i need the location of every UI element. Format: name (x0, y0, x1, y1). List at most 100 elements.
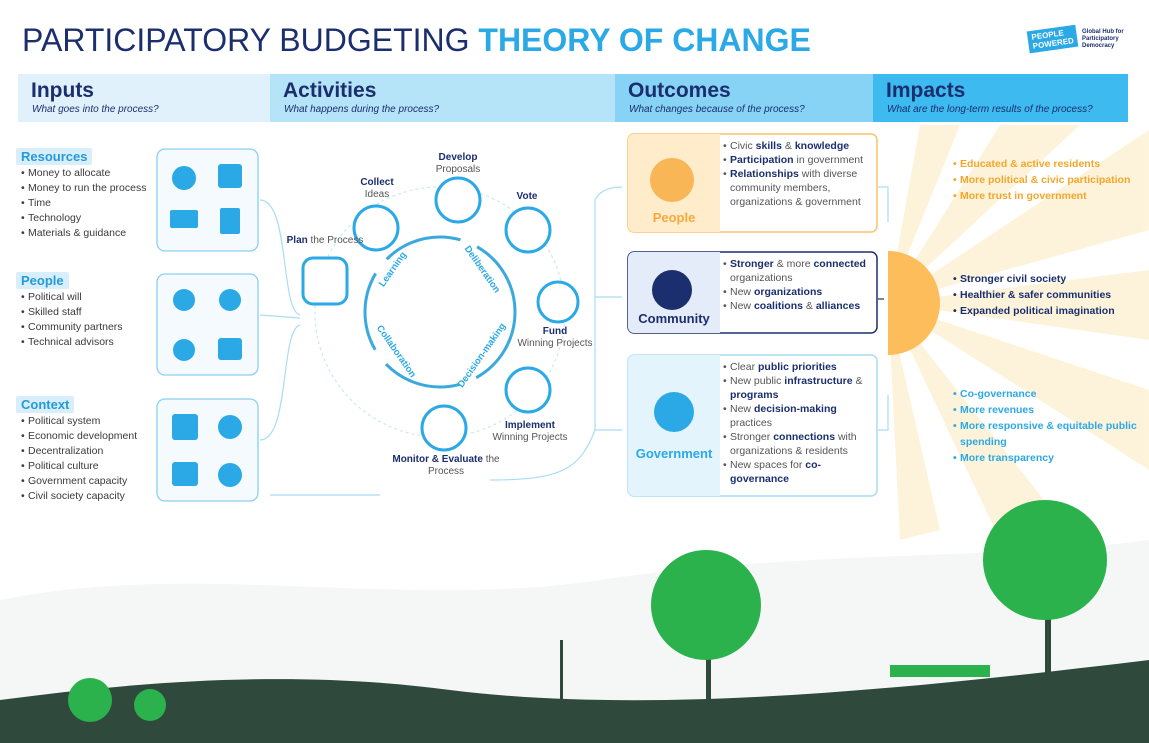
bullet-text: coalitions (753, 300, 803, 312)
outcome-bullet: Participation in government (723, 153, 873, 167)
step-bold: Vote (516, 191, 538, 202)
step-light: the Process (310, 235, 364, 246)
icon-boxes (156, 148, 259, 502)
connectors (259, 186, 889, 496)
bullet-text: New (730, 403, 752, 415)
step-bold: Implement (504, 420, 555, 431)
impact-item: Stronger civil society (953, 271, 1138, 287)
bullet-text: alliances (815, 300, 861, 312)
bullet-text: & (855, 375, 863, 387)
bullet-text: in government (796, 154, 864, 166)
input-item: Civil society capacity (21, 490, 125, 502)
column-header: Activities What happens during the proces… (270, 74, 615, 122)
impact-item: More trust in government (953, 188, 1138, 204)
step-bold: Collect (360, 177, 394, 188)
bullet-text: co-governance (730, 459, 822, 485)
outcome-bullet: New decision-making practices (723, 402, 873, 430)
step-light: the Process (427, 454, 500, 477)
column-header: Inputs What goes into the process? (18, 74, 270, 122)
column-question: What changes because of the process? (629, 104, 805, 115)
impact-item: Healthier & safer communities (953, 287, 1138, 303)
input-item: Technology (21, 212, 81, 224)
bullet-text: New (730, 286, 752, 298)
impact-list: Educated & active residentsMore politica… (953, 156, 1138, 204)
outcome-bullet: Stronger connections with organizations … (723, 430, 873, 458)
input-item: Political culture (21, 460, 99, 472)
outcome-bullets: Civic skills & knowledgeParticipation in… (723, 139, 873, 209)
impact-list: Co-governanceMore revenuesMore responsiv… (953, 386, 1138, 466)
step-bold: Monitor & Evaluate (392, 454, 483, 465)
step-bold: Fund (542, 326, 568, 337)
step-light: Ideas (364, 189, 390, 200)
bullet-text: & more (776, 258, 811, 270)
column-title: Outcomes (628, 79, 731, 102)
column-title: Impacts (886, 79, 966, 102)
bullet-text: Participation (730, 154, 794, 166)
input-item: Technical advisors (21, 336, 114, 348)
step-bold: Develop (438, 152, 478, 163)
input-label: Resources (16, 148, 93, 165)
activity-step: Plan the Process (265, 235, 385, 247)
column-header: Impacts What are the long-term results of… (873, 74, 1128, 122)
input-item: Money to run the process (21, 182, 147, 194)
input-icons (170, 164, 242, 487)
step-light: Winning Projects (492, 432, 568, 443)
input-item: Time (21, 197, 51, 209)
input-item: Political system (21, 415, 100, 427)
input-item: Skilled staff (21, 306, 81, 318)
bullet-text: New (730, 300, 752, 312)
column-title: Inputs (31, 79, 94, 102)
bullet-text: New public (730, 375, 782, 387)
activity-step: Vote (467, 191, 587, 203)
title-accent: THEORY OF CHANGE (478, 22, 811, 58)
outcome-bullet: New coalitions & alliances (723, 299, 873, 313)
input-item: Economic development (21, 430, 137, 442)
impact-item: Co-governance (953, 386, 1138, 402)
impact-item: More responsive & equitable public spend… (953, 418, 1138, 450)
bullet-text: with diverse community members, organiza… (730, 168, 861, 208)
impact-list: Stronger civil societyHealthier & safer … (953, 271, 1138, 319)
bullet-text: Stronger (730, 258, 774, 270)
activity-step: Collect Ideas (317, 177, 437, 201)
bullet-text: with organizations & residents (730, 431, 857, 457)
title: PARTICIPATORY BUDGETING THEORY OF CHANGE (22, 22, 811, 59)
input-label: People (16, 272, 69, 289)
impact-item: Educated & active residents (953, 156, 1138, 172)
column-question: What goes into the process? (32, 104, 159, 115)
outcome-bullet: Clear public priorities (723, 360, 873, 374)
bullet-text: organizations (730, 272, 793, 284)
input-item: Money to allocate (21, 167, 110, 179)
bullet-text: infrastructure (784, 375, 853, 387)
outcome-bullet: Stronger & more connected organizations (723, 257, 873, 285)
bullet-text: Clear (730, 361, 756, 373)
bullet-text: New spaces for (730, 459, 803, 471)
bullet-text: Civic (730, 140, 753, 152)
outcome-bullets: Clear public prioritiesNew public infras… (723, 360, 873, 486)
outcome-bullet: New spaces for co-governance (723, 458, 873, 486)
impact-item: More revenues (953, 402, 1138, 418)
bullet-text: organizations (753, 286, 823, 298)
bullet-text: knowledge (794, 140, 850, 152)
sun (888, 251, 940, 355)
bullet-text: public priorities (758, 361, 837, 373)
impact-item: More transparency (953, 450, 1138, 466)
bullet-text: Stronger (730, 431, 771, 443)
input-item: Community partners (21, 321, 122, 333)
outcome-label: People (652, 210, 696, 225)
landscape (0, 500, 1149, 743)
bullet-text: programs (730, 389, 779, 401)
outcome-label: Government (635, 446, 713, 461)
bullet-text: & (784, 140, 792, 152)
step-bold: Plan (286, 235, 308, 246)
impact-item: More political & civic participation (953, 172, 1138, 188)
column-question: What happens during the process? (284, 104, 440, 115)
activity-step: Develop Proposals (398, 152, 518, 176)
outcome-bullet: Relationships with diverse community mem… (723, 167, 873, 209)
input-item: Decentralization (21, 445, 103, 457)
activity-step: Fund Winning Projects (495, 326, 615, 350)
bullet-text: practices (730, 417, 773, 429)
activity-step: Monitor & Evaluate the Process (386, 454, 506, 478)
step-light: Winning Projects (517, 338, 593, 349)
